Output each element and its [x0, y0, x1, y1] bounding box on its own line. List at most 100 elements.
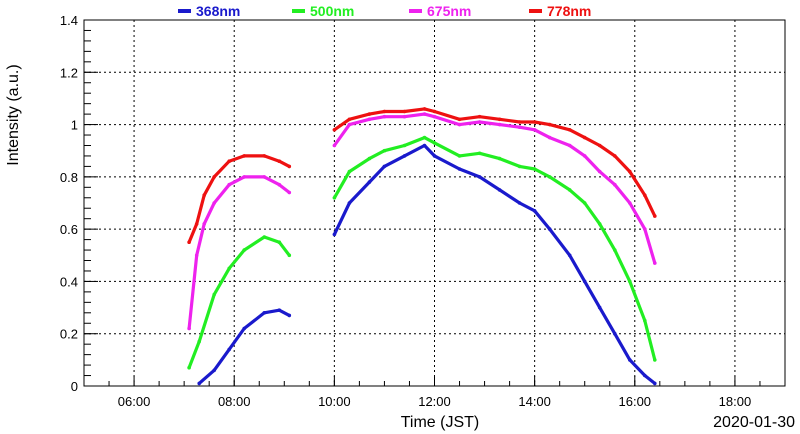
series-368nm-point [332, 232, 337, 237]
series-778nm-line [332, 107, 657, 218]
series-500nm-point [653, 358, 657, 362]
series-500nm-point [517, 164, 522, 169]
series-368nm-point [347, 201, 352, 205]
x-tick-label: 16:00 [619, 394, 652, 409]
series-675nm-point [567, 143, 572, 148]
series-675nm-point [477, 120, 482, 124]
axis-ticks [83, 19, 786, 387]
series-500nm-point [227, 266, 231, 271]
series-675nm-line [332, 112, 657, 265]
series-500nm-point [613, 248, 617, 252]
series-778nm-point [277, 159, 282, 163]
series-778nm-point [457, 117, 462, 122]
series-500nm-point [497, 156, 502, 161]
series-778nm-point [628, 169, 632, 174]
series-778nm-point [653, 214, 657, 218]
series-675nm-point [194, 253, 199, 258]
tick-labels: 06:00 08:00 10:00 12:00 14:00 16:00 18:00 0 0.2 0… [60, 13, 751, 409]
series-368nm-point [457, 167, 462, 171]
series-675nm-point [422, 112, 427, 116]
legend: 368nm 500nm 675nm 778nm [178, 3, 591, 19]
series-778nm-point [597, 143, 602, 148]
series-675nm-point [227, 182, 231, 187]
x-axis-title: Time (JST) [401, 414, 480, 431]
series-778nm-point [202, 193, 206, 197]
series-675nm-point [277, 182, 282, 187]
series-368nm-line [197, 308, 291, 385]
series-778nm-point [547, 122, 552, 127]
x-tick-label: 10:00 [318, 394, 351, 409]
series-675nm-point [212, 201, 216, 205]
x-tick-label: 12:00 [418, 394, 451, 409]
series-368nm-point [582, 279, 587, 284]
series-368nm-point [643, 373, 647, 378]
series-675nm-point [287, 190, 292, 195]
series-500nm-point [262, 235, 267, 239]
y-tick-label: 0.6 [60, 222, 78, 237]
series-778nm-point [567, 128, 572, 132]
series-778nm-point [262, 154, 267, 158]
series-778nm-point [402, 109, 407, 114]
legend-675nm-label: 675nm [427, 3, 471, 19]
series-778nm-point [332, 128, 337, 132]
series-500nm-point [287, 253, 292, 258]
series-500nm-point [277, 240, 282, 244]
series-500nm-point [402, 143, 407, 148]
series-778nm-point [194, 222, 199, 226]
series-500nm-point [582, 201, 587, 205]
series-675nm-point [347, 122, 352, 127]
series-675nm-point [202, 222, 206, 226]
series-675nm-point [402, 114, 407, 119]
series-500nm-point [432, 141, 437, 145]
series-778nm-point [532, 120, 537, 124]
y-tick-label: 0 [71, 379, 78, 394]
y-tick-label: 0.8 [60, 170, 78, 185]
series-675nm-point [517, 125, 522, 129]
series-675nm-point [547, 135, 552, 140]
series-368nm-line [332, 143, 657, 385]
series-368nm-point [382, 164, 387, 169]
series-500nm-point [457, 154, 462, 158]
series-368nm-point [197, 381, 201, 386]
series-675nm-point [242, 175, 246, 179]
y-tick-label: 1 [71, 118, 78, 133]
series-500nm-point [628, 279, 632, 284]
series-368nm-point [547, 227, 552, 231]
series-500nm-point [422, 135, 427, 140]
series-778nm-point [517, 120, 522, 124]
series-500nm-point [547, 175, 552, 179]
series-778nm-point [227, 159, 231, 163]
y-tick-label: 0.4 [60, 274, 78, 289]
series-500nm-point [212, 292, 216, 297]
series-368nm-point [402, 154, 407, 158]
series-368nm-point [287, 313, 292, 318]
series-500nm-point [382, 148, 387, 153]
series-778nm-point [242, 154, 246, 158]
series-368nm-point [517, 201, 522, 205]
series-368nm-point [597, 305, 602, 310]
series-368nm-point [432, 154, 437, 158]
y-tick-label: 0.2 [60, 327, 78, 342]
series-675nm-point [432, 114, 437, 119]
series-675nm-point [613, 182, 617, 187]
series-675nm-point [628, 201, 632, 205]
series-675nm-point [643, 227, 647, 231]
series-500nm-point [643, 318, 647, 323]
y-tick-label: 1.2 [60, 65, 78, 80]
y-axis-title: Intensity (a.u.) [5, 64, 22, 165]
series-500nm-point [477, 151, 482, 156]
series-778nm-point [582, 135, 587, 140]
legend-778nm-label: 778nm [547, 3, 591, 19]
series-675nm-point [262, 175, 267, 179]
series-675nm-point [582, 154, 587, 158]
series-368nm-point [422, 143, 427, 148]
x-tick-label: 08:00 [218, 394, 251, 409]
series-500nm-point [597, 222, 602, 226]
series-368nm-point [262, 311, 267, 315]
series-368nm-point [477, 175, 482, 179]
series-500nm-point [332, 196, 337, 200]
series-675nm-point [187, 326, 191, 331]
series-675nm-point [497, 122, 502, 127]
series-368nm-point [212, 368, 216, 373]
